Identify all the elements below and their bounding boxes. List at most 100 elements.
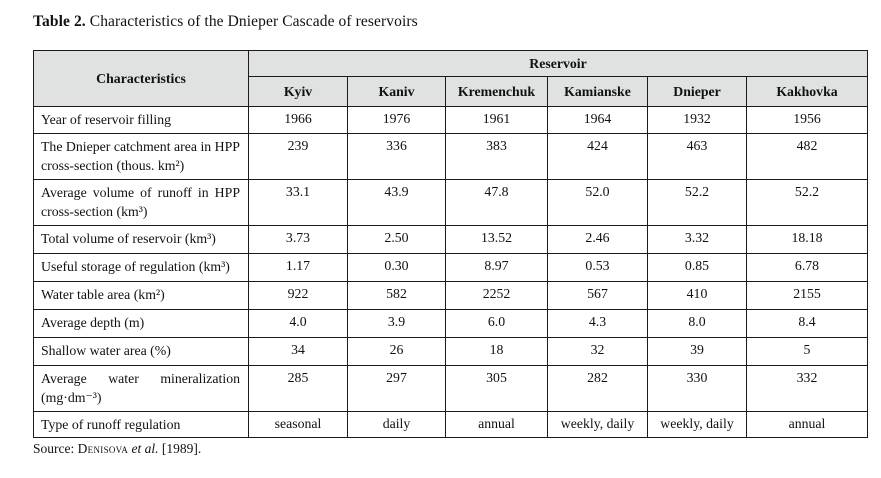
reservoir-characteristics-table: Characteristics Reservoir Kyiv Kaniv Kre… (33, 50, 868, 438)
row-label: Year of reservoir filling (33, 106, 249, 134)
value-cell: 1.17 (248, 253, 348, 282)
value-cell: annual (746, 411, 868, 438)
value-cell: 0.30 (347, 253, 446, 282)
row-label: Shallow water area (%) (33, 337, 249, 366)
value-cell: 330 (647, 365, 747, 412)
row-label: Total volume of reservoir (km³) (33, 225, 249, 254)
source-note: Source: Denisova et al. [1989]. (33, 441, 201, 457)
value-cell: 26 (347, 337, 446, 366)
source-author: Denisova (77, 441, 129, 456)
value-cell: 3.73 (248, 225, 348, 254)
value-cell: 47.8 (445, 179, 548, 226)
value-cell: 8.0 (647, 309, 747, 338)
value-cell: 4.3 (547, 309, 648, 338)
value-cell: weekly, daily (547, 411, 648, 438)
value-cell: 1961 (445, 106, 548, 134)
value-cell: 0.85 (647, 253, 747, 282)
value-cell: 2155 (746, 281, 868, 310)
table-row-mineralization: Average water mineralization (mg·dm⁻³) 2… (33, 365, 868, 412)
value-cell: 2252 (445, 281, 548, 310)
value-cell: daily (347, 411, 446, 438)
row-label: Useful storage of regulation (km³) (33, 253, 249, 282)
value-cell: 1964 (547, 106, 648, 134)
value-cell: 3.32 (647, 225, 747, 254)
value-cell: 297 (347, 365, 446, 412)
table-caption: Table 2. Characteristics of the Dnieper … (33, 13, 418, 31)
row-label: Type of runoff regulation (33, 411, 249, 438)
value-cell: 5 (746, 337, 868, 366)
table-row-useful-storage: Useful storage of regulation (km³) 1.17 … (33, 253, 868, 282)
value-cell: 922 (248, 281, 348, 310)
value-cell: 424 (547, 133, 648, 180)
value-cell: 33.1 (248, 179, 348, 226)
value-cell: 6.0 (445, 309, 548, 338)
row-label: Average depth (m) (33, 309, 249, 338)
value-cell: 582 (347, 281, 446, 310)
value-cell: 32 (547, 337, 648, 366)
value-cell: 1932 (647, 106, 747, 134)
column-header-kremenchuk: Kremenchuk (445, 76, 548, 107)
value-cell: 52.2 (746, 179, 868, 226)
value-cell: 383 (445, 133, 548, 180)
value-cell: 1966 (248, 106, 348, 134)
header-group-row: Characteristics Reservoir (33, 50, 868, 107)
value-cell: 2.46 (547, 225, 648, 254)
table-caption-text: Characteristics of the Dnieper Cascade o… (89, 13, 418, 30)
table-row-catchment-area: The Dnieper catchment area in HPP cross-… (33, 133, 868, 180)
value-cell: 305 (445, 365, 548, 412)
column-header-kyiv: Kyiv (248, 76, 348, 107)
row-label: Water table area (km²) (33, 281, 249, 310)
table-row-total-volume: Total volume of reservoir (km³) 3.73 2.5… (33, 225, 868, 254)
value-cell: 282 (547, 365, 648, 412)
source-citation: [1989]. (161, 441, 202, 456)
table-row-average-depth: Average depth (m) 4.0 3.9 6.0 4.3 8.0 8.… (33, 309, 868, 338)
value-cell: 2.50 (347, 225, 446, 254)
source-prefix: Source: (33, 441, 75, 456)
table-row-runoff-volume: Average volume of runoff in HPP cross-se… (33, 179, 868, 226)
row-label: Average volume of runoff in HPP cross-se… (33, 179, 249, 226)
value-cell: 567 (547, 281, 648, 310)
value-cell: 410 (647, 281, 747, 310)
table-row-runoff-regulation-type: Type of runoff regulation seasonal daily… (33, 411, 868, 438)
value-cell: 0.53 (547, 253, 648, 282)
column-group-header-reservoir: Reservoir (248, 50, 868, 77)
value-cell: 52.2 (647, 179, 747, 226)
value-cell: 285 (248, 365, 348, 412)
value-cell: 1976 (347, 106, 446, 134)
table-row-shallow-water-area: Shallow water area (%) 34 26 18 32 39 5 (33, 337, 868, 366)
value-cell: 1956 (746, 106, 868, 134)
table-row-year-of-filling: Year of reservoir filling 1966 1976 1961… (33, 106, 868, 134)
value-cell: 8.97 (445, 253, 548, 282)
value-cell: 482 (746, 133, 868, 180)
header-subcolumn-row: Kyiv Kaniv Kremenchuk Kamianske Dnieper … (34, 76, 868, 107)
column-header-kamianske: Kamianske (547, 76, 648, 107)
value-cell: 13.52 (445, 225, 548, 254)
value-cell: 52.0 (547, 179, 648, 226)
column-header-kaniv: Kaniv (347, 76, 446, 107)
value-cell: 4.0 (248, 309, 348, 338)
row-label: Average water mineralization (mg·dm⁻³) (33, 365, 249, 412)
value-cell: 463 (647, 133, 747, 180)
value-cell: 3.9 (347, 309, 446, 338)
value-cell: 43.9 (347, 179, 446, 226)
value-cell: 336 (347, 133, 446, 180)
value-cell: 332 (746, 365, 868, 412)
value-cell: annual (445, 411, 548, 438)
value-cell: weekly, daily (647, 411, 747, 438)
column-header-characteristics: Characteristics (33, 50, 249, 107)
value-cell: 8.4 (746, 309, 868, 338)
value-cell: 6.78 (746, 253, 868, 282)
value-cell: seasonal (248, 411, 348, 438)
value-cell: 34 (248, 337, 348, 366)
column-header-kakhovka: Kakhovka (746, 76, 868, 107)
value-cell: 18 (445, 337, 548, 366)
table-row-water-table-area: Water table area (km²) 922 582 2252 567 … (33, 281, 868, 310)
row-label: The Dnieper catchment area in HPP cross-… (33, 133, 249, 180)
table-caption-number: Table 2. (33, 13, 86, 30)
value-cell: 239 (248, 133, 348, 180)
source-etal: et al. (131, 441, 159, 456)
column-header-dnieper: Dnieper (647, 76, 747, 107)
value-cell: 39 (647, 337, 747, 366)
value-cell: 18.18 (746, 225, 868, 254)
